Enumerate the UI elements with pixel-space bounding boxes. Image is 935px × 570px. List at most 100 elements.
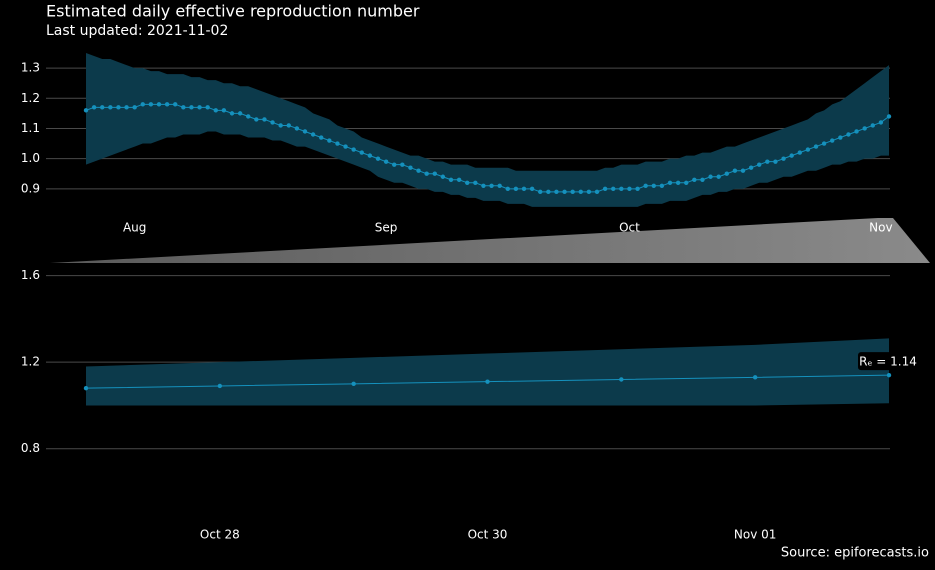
point [197,105,202,110]
point [513,186,519,192]
point [554,189,559,195]
point [448,177,454,182]
point [132,105,137,110]
x-tick-label: Oct 30 [468,528,508,542]
source: Source: epiforecasts.io [781,546,929,561]
point [262,117,267,122]
point [594,189,600,195]
annotation: Rₑ = 1.14 [859,355,917,369]
point [213,108,218,113]
point [546,189,551,195]
point [335,141,340,146]
point [684,180,689,185]
point [456,177,462,182]
x-tick-label: Aug [123,221,146,235]
point [821,141,827,146]
x-tick-label: Nov [869,221,892,235]
point [886,114,892,119]
point [862,126,867,131]
point [246,114,251,119]
point [870,123,875,128]
point [254,117,259,122]
point [164,102,170,107]
point [229,111,235,116]
point [237,111,243,116]
point [521,186,527,192]
y-tick-label: 0.9 [21,181,40,195]
point [619,377,624,382]
point [278,123,283,128]
point [611,186,616,192]
point [91,105,97,110]
x-tick-label: Sep [375,221,398,235]
point [156,102,162,107]
point [838,135,843,140]
point [485,379,490,384]
y-tick-label: 1.2 [21,355,40,369]
point [627,186,632,192]
point [294,126,300,131]
point [440,174,446,179]
point [83,385,89,391]
point [148,102,154,107]
point [886,372,892,378]
point [217,383,223,389]
point [367,153,373,158]
point [716,174,721,179]
point [529,186,535,192]
point [635,186,640,192]
point [100,105,105,110]
point [740,168,746,173]
point [319,135,324,140]
point [659,183,665,189]
point [181,105,186,110]
point [805,147,811,152]
point [757,162,762,167]
point [602,186,608,192]
x-tick-label: Oct 28 [200,528,240,542]
point [351,147,356,152]
point [538,189,543,195]
x-tick-label: Oct [619,221,640,235]
point [392,162,397,167]
point [651,183,656,189]
point [789,153,794,158]
point [489,183,494,189]
point [752,375,758,380]
point [675,180,681,185]
plots: 0.9 1.0 1.1 1.2 1.3 Aug Sep Oct Nov 0.8 1.2 1.6 Oct … [21,53,918,542]
point [708,174,713,179]
line [85,103,890,193]
confidence-band [86,338,889,406]
point [797,150,802,155]
point [432,171,437,176]
point [813,144,819,149]
point [116,105,121,110]
point [854,129,859,134]
point [748,165,754,170]
point [773,159,778,164]
point [570,189,575,195]
point [383,159,389,164]
point [724,171,729,176]
point [578,189,583,195]
point [408,165,413,170]
point [286,123,291,128]
point [343,144,348,149]
point [473,180,478,185]
chart-subtitle: Last updated: 2021-11-02 [46,23,228,39]
point [781,156,786,161]
point [497,183,502,189]
point [400,162,405,167]
point [173,102,178,107]
point [481,183,486,189]
point [302,129,308,134]
point [83,108,89,113]
y-tick-label: 1.3 [21,61,40,75]
point [562,189,567,195]
point [643,183,648,189]
point [375,156,381,161]
y-tick-label: 1.6 [21,268,40,282]
point [221,108,227,113]
